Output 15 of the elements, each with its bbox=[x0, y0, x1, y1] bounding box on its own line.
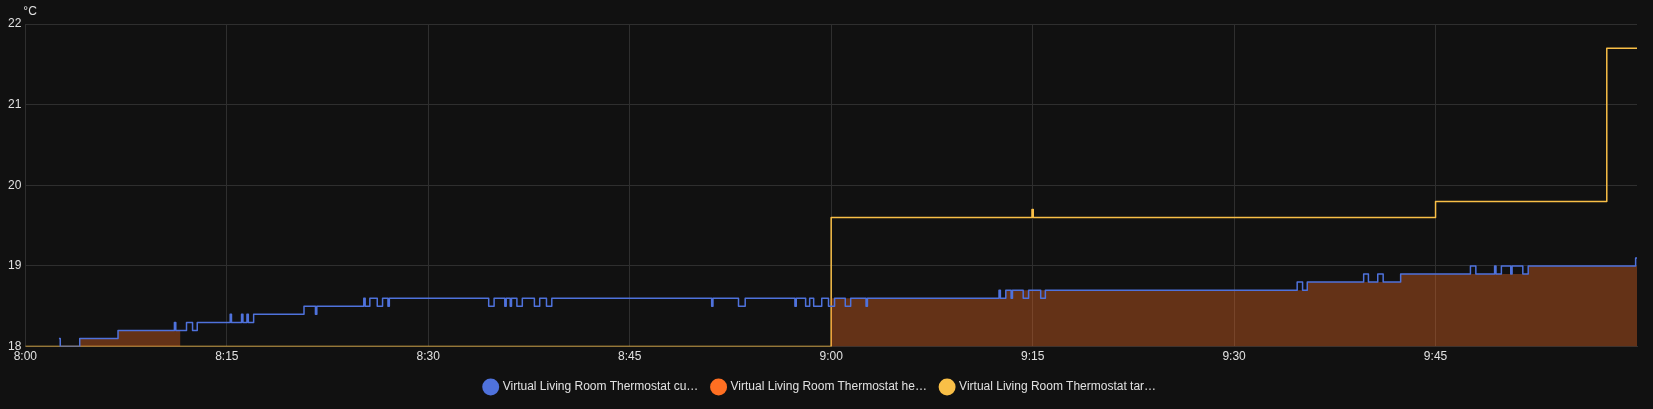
x-tick-label: 9:30 bbox=[1222, 349, 1247, 364]
x-tick-label: 9:15 bbox=[1020, 349, 1045, 364]
y-axis-title: °C bbox=[23, 4, 38, 19]
legend-label: Virtual Living Room Thermostat tar… bbox=[959, 379, 1157, 394]
legend-label: Virtual Living Room Thermostat he… bbox=[730, 379, 927, 394]
x-tick-label: 8:45 bbox=[618, 349, 642, 364]
x-tick-label: 9:00 bbox=[819, 349, 844, 364]
y-tick-label: 19 bbox=[7, 258, 22, 273]
legend-label: Virtual Living Room Thermostat cu… bbox=[502, 379, 699, 394]
x-tick-label: 8:15 bbox=[215, 349, 239, 364]
x-tick-label: 9:45 bbox=[1423, 349, 1448, 364]
y-tick-label: 21 bbox=[7, 96, 22, 111]
y-tick-label: 20 bbox=[7, 177, 22, 192]
y-tick-label: 22 bbox=[7, 16, 22, 31]
x-tick-label: 8:30 bbox=[416, 349, 441, 364]
